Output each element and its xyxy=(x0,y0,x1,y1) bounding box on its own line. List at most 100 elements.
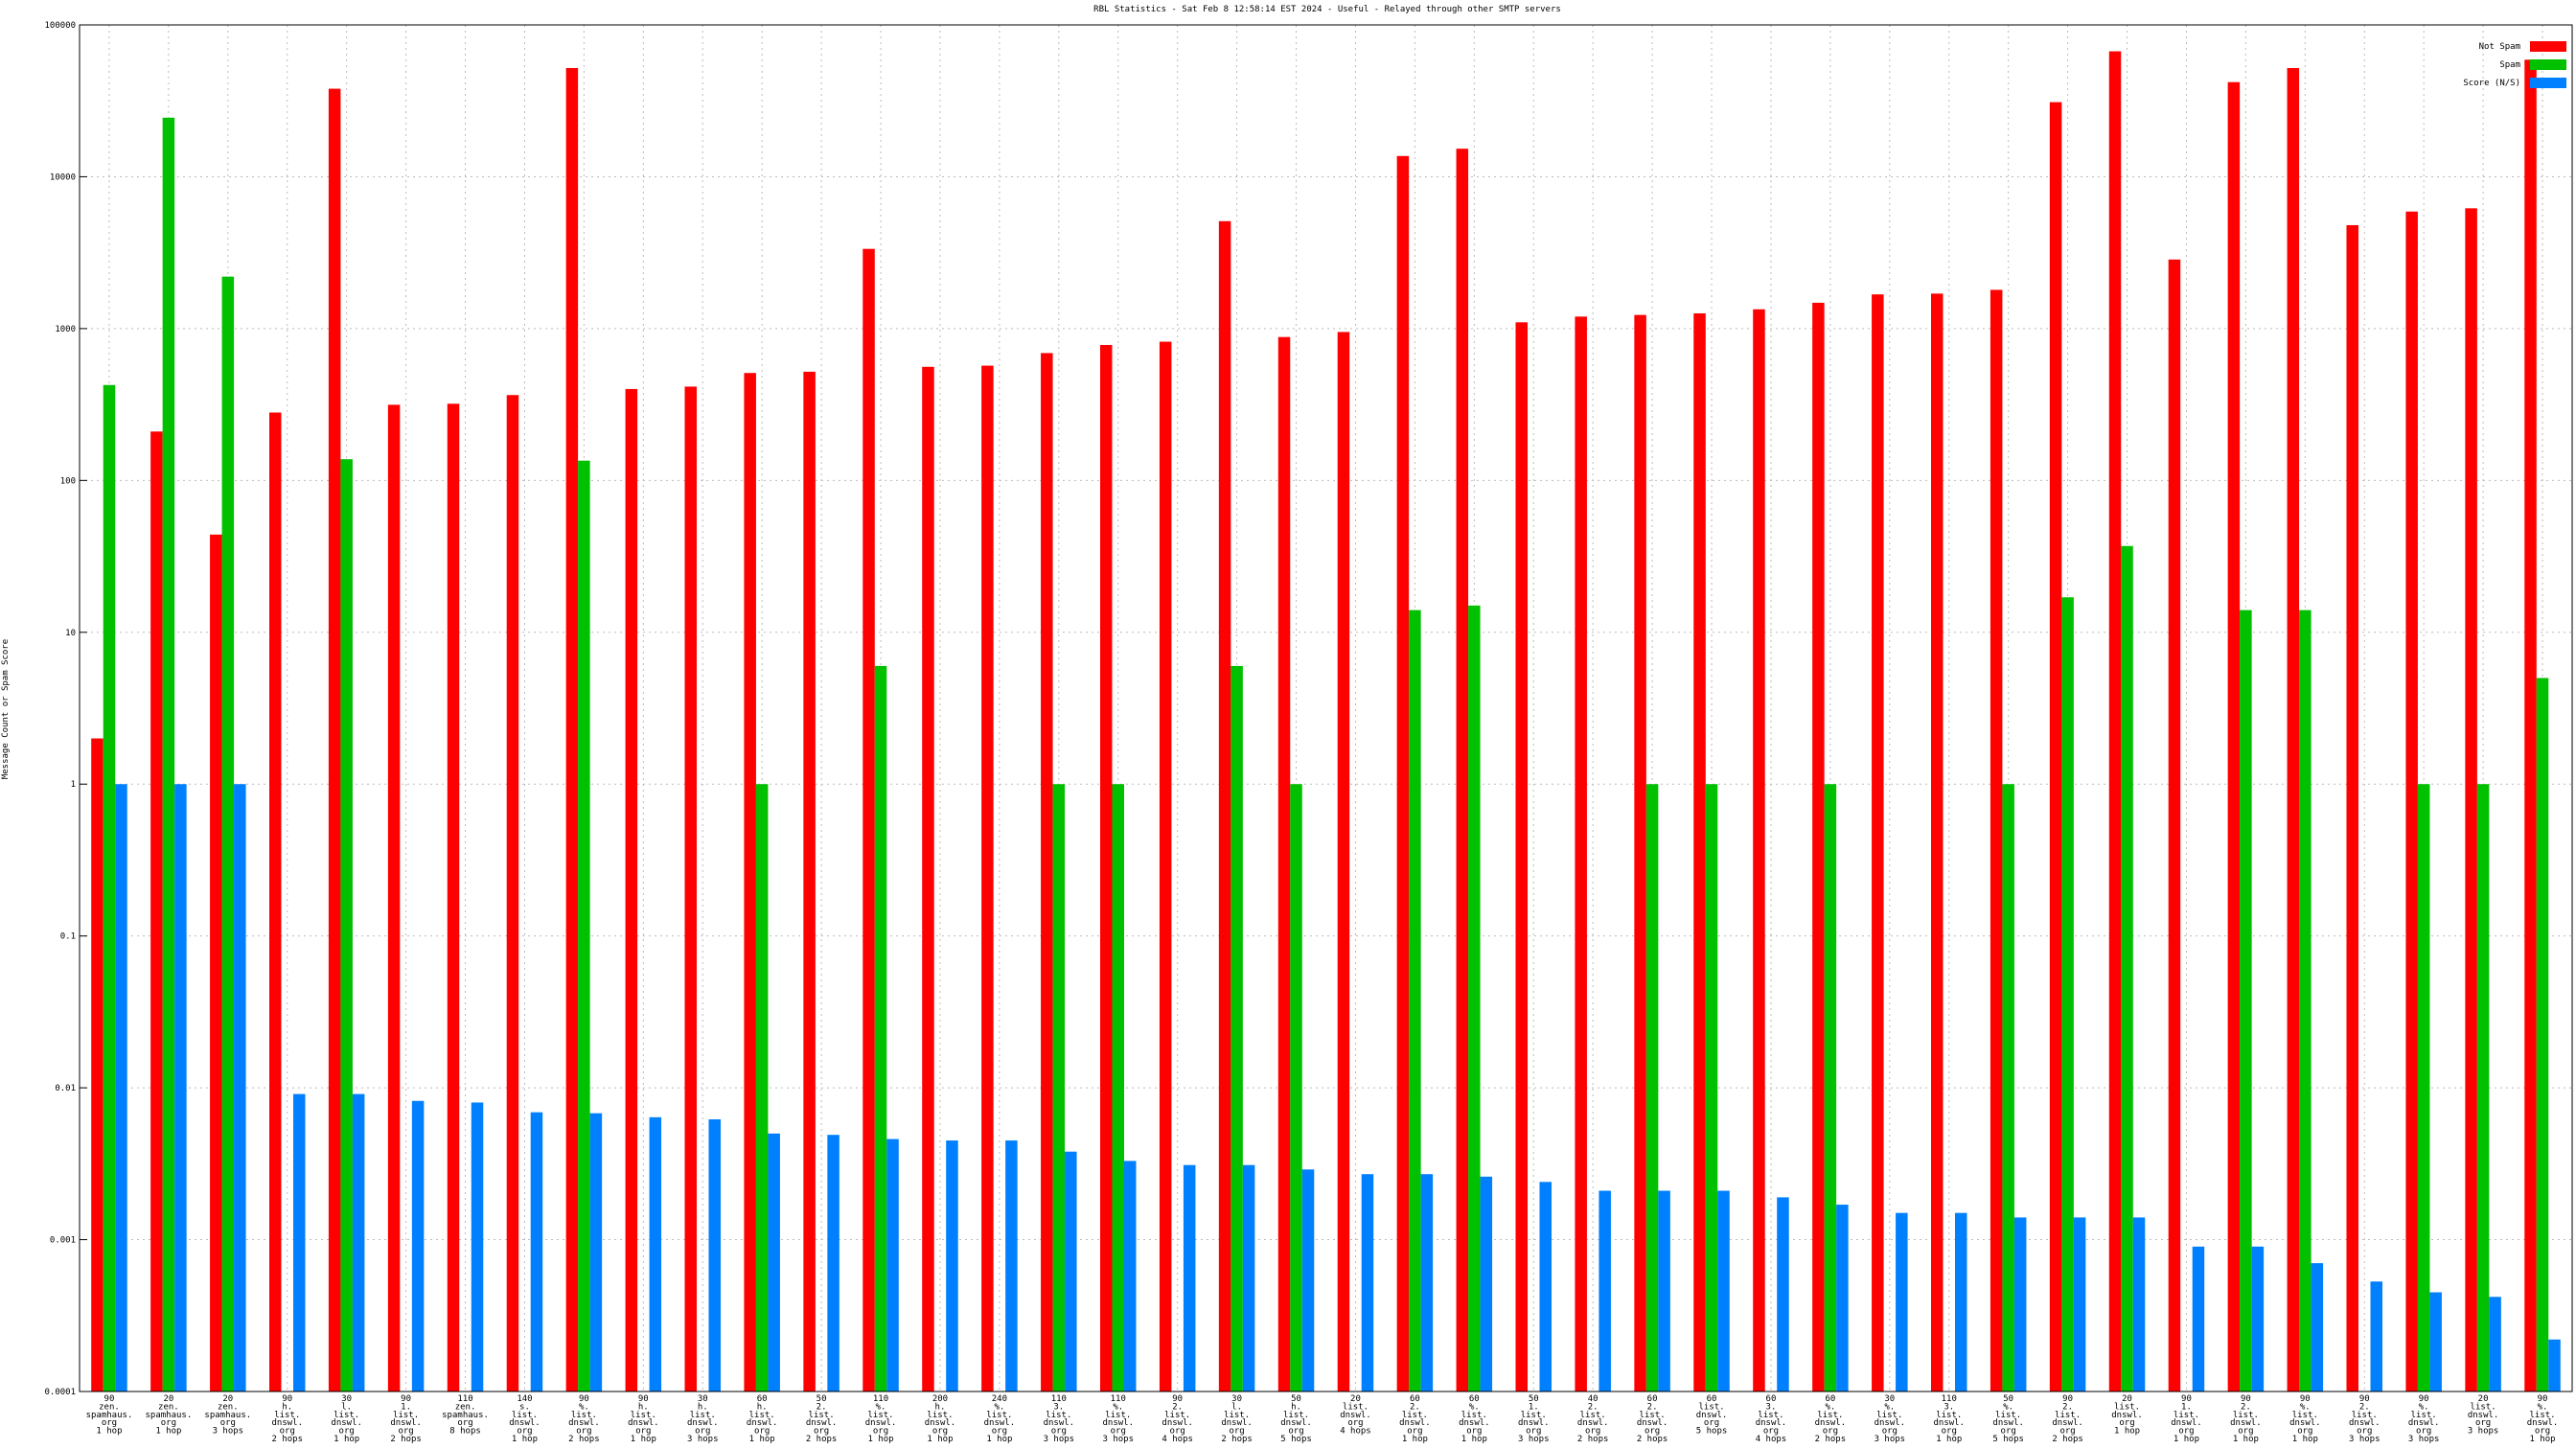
x-tick-label-line: 2. xyxy=(1172,1402,1183,1412)
bar xyxy=(2405,211,2418,1392)
x-tick-label-line: list. xyxy=(1817,1411,1843,1420)
x-tick-label-line: 110 xyxy=(1051,1394,1067,1404)
x-tick-label: 30 h. list. dnswl. org 3 hops xyxy=(687,1394,719,1444)
x-tick-label-line: 2. xyxy=(1588,1402,1598,1412)
legend-swatch xyxy=(2530,59,2566,70)
x-tick-label-line: list. xyxy=(2114,1402,2140,1412)
x-tick-label-line: 60 xyxy=(1707,1394,1717,1404)
x-tick-label-line: dnswl. xyxy=(568,1418,600,1428)
bar xyxy=(981,365,994,1392)
x-tick-label-line: 3. xyxy=(1766,1402,1777,1412)
x-tick-label-line: list. xyxy=(690,1411,716,1420)
bar xyxy=(755,784,769,1392)
x-tick-label-line: 1 hop xyxy=(867,1435,893,1444)
x-tick-label-line: list. xyxy=(631,1411,656,1420)
x-tick-label-line: 30 xyxy=(1884,1394,1895,1404)
x-tick-label: 110 3. list. dnswl. org 1 hop xyxy=(1933,1394,1965,1444)
bar xyxy=(91,738,104,1392)
y-tick-label: 0.1 xyxy=(60,932,76,942)
x-tick-label: 50 1. list. dnswl. org 3 hops xyxy=(1518,1394,1550,1444)
x-tick-label-line: dnswl. xyxy=(2408,1418,2440,1428)
x-tick-label-line: org xyxy=(1942,1427,1957,1437)
x-tick-label-line: org xyxy=(873,1427,888,1437)
bar xyxy=(1717,1190,1730,1392)
x-tick-label: 60 3. list. dnswl. org 4 hops xyxy=(1756,1394,1787,1444)
x-tick-label-line: 4 hops xyxy=(1162,1435,1193,1444)
bar xyxy=(506,395,519,1392)
x-tick-label-line: 50 xyxy=(816,1394,827,1404)
x-tick-label-line: dnswl. xyxy=(1044,1418,1075,1428)
bar xyxy=(1218,220,1231,1392)
y-tick-label: 0.0001 xyxy=(44,1388,76,1397)
bar xyxy=(1420,1174,1434,1392)
x-tick-label-line: dnswl. xyxy=(925,1418,956,1428)
x-tick-label: 90 2. list. dnswl. org 1 hop xyxy=(2230,1394,2262,1444)
x-tick-label-line: list. xyxy=(986,1411,1012,1420)
bar xyxy=(1409,610,1421,1392)
bar xyxy=(2240,610,2252,1392)
x-tick-label-line: 1 hop xyxy=(2529,1435,2555,1444)
x-tick-label: 90 2. list. dnswl. org 2 hops xyxy=(2052,1394,2083,1444)
x-tick-label-line: 2 hops xyxy=(806,1435,838,1444)
bar xyxy=(1041,353,1053,1392)
x-tick-label-line: %. xyxy=(994,1402,1004,1412)
bar xyxy=(1277,336,1291,1392)
x-tick-label-line: org xyxy=(1229,1427,1244,1437)
bar xyxy=(411,1100,425,1392)
x-tick-label-line: dnswl. xyxy=(509,1418,540,1428)
x-tick-label-line: list. xyxy=(2174,1411,2199,1420)
x-tick-label-line: org xyxy=(1644,1427,1660,1437)
bar xyxy=(1052,784,1066,1392)
bar xyxy=(1480,1176,1493,1392)
x-tick-label: 60 h. list. dnswl. org 1 hop xyxy=(747,1394,778,1444)
x-tick-label-line: 2. xyxy=(2241,1402,2251,1412)
x-tick-label-line: zen. xyxy=(455,1402,476,1412)
x-tick-label-line: h. xyxy=(698,1402,708,1412)
x-tick-label-line: list. xyxy=(1224,1411,1250,1420)
bar xyxy=(1658,1190,1670,1392)
x-tick-label-line: 60 xyxy=(1825,1394,1835,1404)
bar xyxy=(2013,1217,2027,1392)
x-tick-label-line: org xyxy=(102,1418,117,1428)
x-tick-label-line: dnswl. xyxy=(984,1418,1016,1428)
x-tick-label-line: dnswl. xyxy=(1459,1418,1490,1428)
x-tick-label-line: 2 hops xyxy=(1815,1435,1847,1444)
bar xyxy=(387,404,401,1392)
x-tick-label-line: org xyxy=(2001,1427,2016,1437)
bar xyxy=(2548,1339,2561,1392)
bar xyxy=(1124,1161,1137,1392)
x-tick-label: 90%. list. dnswl. org 1 hop xyxy=(2527,1394,2559,1444)
bar xyxy=(115,784,127,1392)
x-tick-label-line: 30 xyxy=(698,1394,708,1404)
bar xyxy=(1456,149,1469,1392)
bar xyxy=(1645,784,1659,1392)
bar xyxy=(886,1138,899,1392)
x-tick-label-line: org xyxy=(1763,1427,1779,1437)
x-tick-label-line: 60 xyxy=(1410,1394,1420,1404)
x-tick-label: 30 l. list. dnswl. org 1 hop xyxy=(331,1394,362,1444)
x-tick-label-line: org xyxy=(695,1427,710,1437)
x-tick-label: 50%. list. dnswl. org 5 hops xyxy=(1992,1394,2024,1444)
x-tick-label-line: 1 hop xyxy=(986,1435,1012,1444)
x-tick-label-line: dnswl. xyxy=(1162,1418,1193,1428)
x-tick-label-line: list. xyxy=(927,1411,953,1420)
bar xyxy=(2489,1297,2501,1392)
y-tick-label: 100 xyxy=(60,476,76,486)
x-tick-label-line: dnswl. xyxy=(1815,1418,1847,1428)
x-tick-label-line: list. xyxy=(1402,1411,1428,1420)
x-tick-label-line: 2. xyxy=(816,1402,827,1412)
bar xyxy=(150,431,163,1392)
x-tick-label-line: list. xyxy=(1343,1402,1368,1412)
legend-label: Score (N/S) xyxy=(2463,79,2520,88)
x-tick-label: 30 l. list. dnswl. org 2 hops xyxy=(1221,1394,1253,1444)
x-tick-label-line: 60 xyxy=(1469,1394,1480,1404)
bar xyxy=(2536,678,2549,1392)
bar xyxy=(328,88,341,1392)
x-tick-label-line: 3. xyxy=(1053,1402,1064,1412)
x-tick-label-line: dnswl. xyxy=(2171,1418,2202,1428)
bar xyxy=(946,1140,958,1392)
x-tick-label-line: 30 xyxy=(1231,1394,1242,1404)
bar xyxy=(221,276,235,1392)
x-tick-label-line: list. xyxy=(2352,1411,2378,1420)
